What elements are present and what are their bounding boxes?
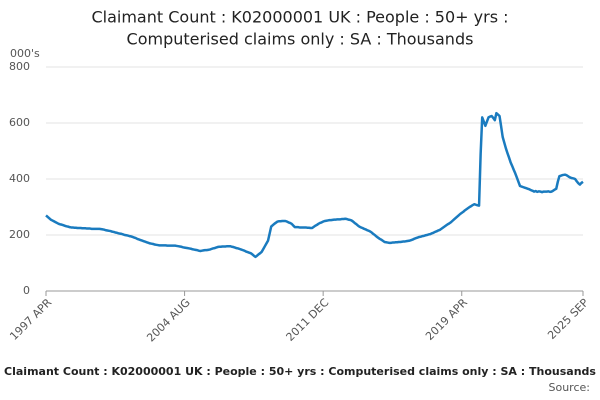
x-tick-label: 2025 SEP — [545, 296, 591, 342]
footer: Claimant Count : K02000001 UK : People :… — [4, 365, 596, 378]
y-unit: 000's — [10, 47, 40, 60]
y-tick-label: 800 — [9, 60, 30, 73]
x-tick-label: 2004 AUG — [144, 296, 193, 345]
x-tick-label: 2011 DEC — [284, 296, 332, 344]
y-tick-label: 600 — [9, 116, 30, 129]
x-tick-label: 2019 APR — [423, 296, 470, 343]
y-tick-label: 200 — [9, 228, 30, 241]
y-tick-label: 0 — [23, 284, 30, 297]
source: Source: — [549, 381, 591, 394]
x-tick-label: 1997 APR — [7, 296, 54, 343]
y-tick-label: 400 — [9, 172, 30, 185]
chart-title: Computerised claims only : SA : Thousand… — [127, 30, 474, 49]
line-series — [45, 111, 584, 259]
chart-title: Claimant Count : K02000001 UK : People :… — [91, 8, 508, 27]
